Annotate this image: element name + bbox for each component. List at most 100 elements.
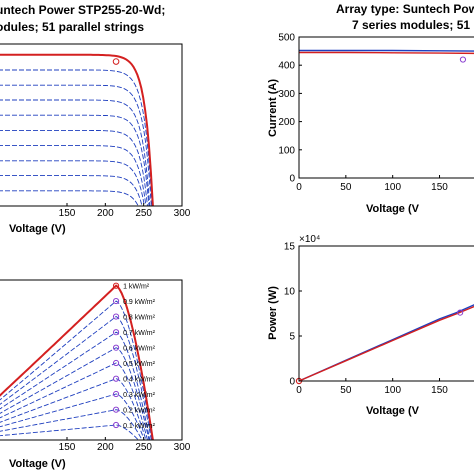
pv-module-legend-entry: 0.8 kW/m² bbox=[123, 315, 156, 322]
pv-module-mpp-marker bbox=[112, 359, 120, 367]
pv-module-legend-entry: 0.3 kW/m² bbox=[123, 392, 156, 399]
iv-array-curves bbox=[299, 49, 474, 63]
x-tick-label: 300 bbox=[174, 208, 191, 219]
pv-module-mpp-marker bbox=[112, 390, 120, 398]
iv-module-curve bbox=[0, 114, 150, 207]
iv-array-curve bbox=[299, 49, 474, 52]
pv-module-curve bbox=[0, 331, 151, 441]
x-tick-label: 250 bbox=[135, 208, 152, 219]
pv-module-mpp-marker bbox=[112, 297, 120, 305]
y-tick-label: 10 bbox=[284, 287, 296, 298]
pv-module-curve bbox=[0, 347, 150, 441]
iv-array-ticks: 0 50 100 150 0 100 200 300 400 500 bbox=[278, 33, 448, 194]
iv-module-curve bbox=[0, 99, 151, 207]
iv-module-curve bbox=[0, 175, 143, 207]
pv-module-curve bbox=[0, 300, 153, 441]
pv-array-ticks: 0 50 100 150 0 5 10 15 bbox=[284, 242, 448, 397]
x-tick-label: 0 bbox=[296, 385, 302, 396]
y-tick-label: 0 bbox=[289, 174, 295, 185]
y-tick-label: 15 bbox=[284, 242, 296, 253]
x-tick-label: 50 bbox=[340, 385, 352, 396]
pv-module-xlabel: Voltage (V) bbox=[9, 458, 66, 470]
iv-module-curve bbox=[0, 129, 148, 207]
pv-module-mpp-marker bbox=[112, 375, 120, 382]
iv-array-xlabel: Voltage (V bbox=[366, 203, 420, 215]
pv-module-curve bbox=[0, 362, 148, 441]
x-tick-label: 100 bbox=[384, 182, 401, 193]
pv-module-curve bbox=[0, 393, 145, 441]
x-tick-label: 150 bbox=[59, 208, 76, 219]
iv-module-curve bbox=[0, 69, 153, 207]
pv-module-legend-entry: 0.2 kW/m² bbox=[123, 408, 156, 415]
pv-module-legend-entry: 0.6 kW/m² bbox=[123, 346, 156, 353]
y-tick-label: 300 bbox=[278, 89, 295, 100]
panel-iv-module: untech Power STP255-20-Wd; odules; 51 pa… bbox=[0, 3, 191, 235]
iv-module-curves bbox=[0, 53, 154, 207]
x-tick-label: 150 bbox=[431, 385, 448, 396]
iv-module-axes-box bbox=[0, 43, 183, 207]
pv-module-curve bbox=[0, 315, 152, 441]
pv-module-legend-entry: 0.5 kW/m² bbox=[123, 361, 156, 368]
x-tick-label: 250 bbox=[135, 442, 152, 453]
x-tick-label: 150 bbox=[431, 182, 448, 193]
panel-pv-module: 0.1 kW/m² 0.2 kW/m² 0.3 kW/m² 0.4 kW/m² 0.5 … bbox=[0, 279, 191, 470]
x-tick-label: 100 bbox=[384, 385, 401, 396]
pv-module-curve bbox=[0, 409, 143, 441]
pv-module-curve bbox=[0, 424, 139, 441]
iv-module-curve bbox=[0, 145, 147, 207]
iv-module-curve bbox=[0, 84, 152, 207]
pv-module-mpp-marker bbox=[112, 344, 120, 351]
x-tick-label: 200 bbox=[97, 442, 114, 453]
pv-module-legend-entry: 0.4 kW/m² bbox=[123, 377, 156, 384]
y-tick-label: 100 bbox=[278, 145, 295, 156]
iv-array-curve bbox=[299, 51, 474, 55]
pv-module-curves bbox=[0, 282, 154, 441]
pv-module-mpp-marker bbox=[112, 406, 120, 413]
pv-array-marker bbox=[457, 309, 464, 316]
pv-array-xlabel: Voltage (V bbox=[366, 405, 420, 417]
pv-module-legend-entry: 0.9 kW/m² bbox=[123, 299, 156, 306]
iv-module-mpp-marker bbox=[112, 58, 120, 65]
y-tick-label: 400 bbox=[278, 61, 295, 72]
iv-array-subtitle: 7 series modules; 51 p bbox=[352, 18, 474, 32]
y-tick-label: 200 bbox=[278, 117, 295, 128]
pv-module-legend-entry: 0.7 kW/m² bbox=[123, 330, 156, 337]
pv-module-axes-box bbox=[0, 279, 183, 441]
iv-module-subtitle: odules; 51 parallel strings bbox=[0, 20, 144, 34]
x-tick-label: 200 bbox=[97, 208, 114, 219]
iv-module-xlabel: Voltage (V) bbox=[9, 223, 66, 235]
pv-module-legend: 0.1 kW/m² 0.2 kW/m² 0.3 kW/m² 0.4 kW/m² 0.5 … bbox=[123, 284, 156, 430]
pv-array-ylabel: Power (W) bbox=[267, 286, 279, 340]
iv-array-title: Array type: Suntech Pow bbox=[336, 2, 474, 16]
y-tick-label: 0 bbox=[289, 377, 295, 388]
x-tick-label: 50 bbox=[340, 182, 352, 193]
pv-module-curve bbox=[0, 378, 147, 441]
x-tick-label: 0 bbox=[296, 182, 302, 193]
x-tick-label: 150 bbox=[59, 442, 76, 453]
pv-module-mpp-marker bbox=[112, 421, 120, 429]
iv-array-ylabel: Current (A) bbox=[267, 79, 279, 137]
y-tick-label: 5 bbox=[289, 332, 295, 343]
pv-array-curves bbox=[295, 304, 474, 385]
pv-module-legend-entry: 1 kW/m² bbox=[123, 284, 150, 291]
panel-pv-array: ×10⁴ 0 50 100 150 0 5 10 15 Power (W) Voltage (… bbox=[267, 234, 474, 417]
iv-module-curve bbox=[0, 53, 154, 207]
iv-array-axes-box bbox=[298, 36, 474, 179]
iv-module-title: untech Power STP255-20-Wd; bbox=[0, 3, 165, 17]
iv-module-curve bbox=[0, 190, 139, 207]
pv-module-mpp-marker bbox=[112, 329, 120, 336]
pv-array-axes-box bbox=[298, 245, 474, 382]
pv-array-exponent: ×10⁴ bbox=[299, 234, 320, 245]
pv-array-curve bbox=[298, 305, 474, 382]
y-tick-label: 500 bbox=[278, 33, 295, 44]
pv-module-legend-entry: 0.1 kW/m² bbox=[123, 423, 156, 430]
iv-array-marker bbox=[459, 56, 467, 63]
iv-module-curve bbox=[0, 160, 145, 207]
iv-module-ticks: 150 200 250 300 bbox=[59, 203, 191, 219]
pv-module-ticks: 150 200 250 300 bbox=[59, 437, 191, 453]
panel-iv-array: Array type: Suntech Pow 7 series modules… bbox=[267, 2, 474, 215]
pv-module-mpp-marker bbox=[112, 313, 120, 320]
pv-module-mpp-marker bbox=[112, 282, 120, 289]
pv-module-curve bbox=[0, 284, 154, 441]
